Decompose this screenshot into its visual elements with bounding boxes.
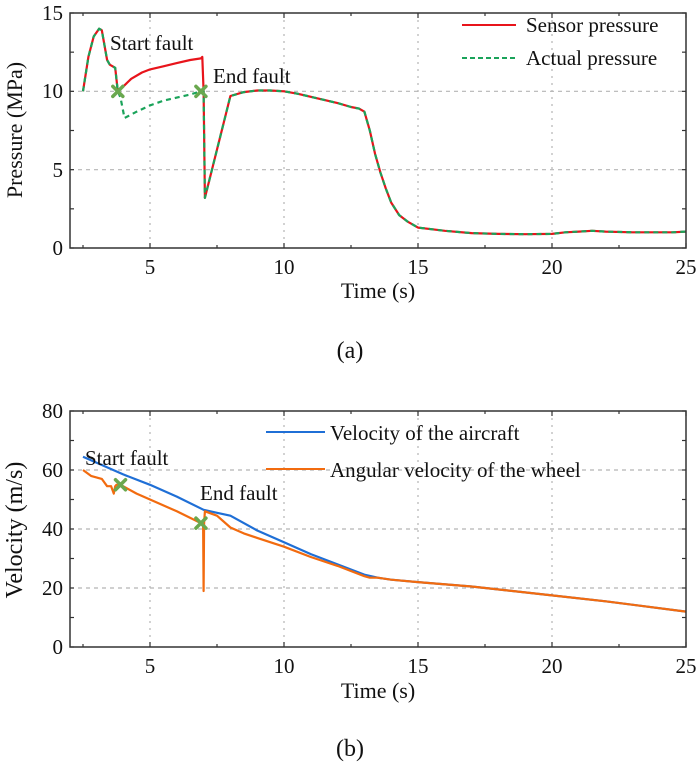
end-fault-label: End fault	[200, 481, 278, 505]
pressure-y-axis-title: Pressure (MPa)	[2, 62, 27, 198]
fault-marker-end-fault	[194, 84, 208, 99]
y-tick-label: 5	[53, 158, 64, 182]
legend-label-aircraft-velocity: Velocity of the aircraft	[330, 421, 520, 445]
y-tick-label: 80	[42, 399, 63, 423]
fault-marker-end-fault	[194, 516, 208, 530]
y-tick-label: 60	[42, 458, 63, 482]
legend-label-sensor-pressure: Sensor pressure	[526, 13, 658, 37]
velocity-legend: Velocity of the aircraft Angular velocit…	[266, 421, 581, 482]
pressure-fault-markers	[111, 84, 208, 99]
pressure-legend: Sensor pressure Actual pressure	[462, 13, 658, 70]
pressure-y-tick-labels: 0 5 10 15	[42, 1, 63, 260]
series-line-angular-velocity-of-the-wheel	[82, 469, 687, 613]
velocity-y-tick-labels: 0 20 40 60 80	[42, 399, 63, 659]
x-tick-label: 10	[274, 255, 295, 279]
x-tick-label: 25	[676, 255, 697, 279]
x-tick-label: 10	[274, 654, 295, 678]
x-tick-label: 20	[542, 255, 563, 279]
end-fault-label: End fault	[213, 64, 291, 88]
x-tick-label: 25	[676, 654, 697, 678]
velocity-y-axis-title: Velocity (m/s)	[2, 462, 28, 599]
x-tick-label: 15	[408, 255, 429, 279]
pressure-x-tick-labels: 5 10 15 20 25	[145, 255, 697, 279]
velocity-series	[82, 455, 687, 613]
pressure-ticks	[70, 12, 687, 249]
start-fault-label: Start fault	[110, 31, 194, 55]
start-fault-label: Start fault	[85, 446, 169, 470]
x-tick-label: 5	[145, 255, 156, 279]
x-tick-label: 5	[145, 654, 156, 678]
y-tick-label: 10	[42, 79, 63, 103]
y-tick-label: 0	[53, 635, 64, 659]
fault-marker-start-fault	[111, 84, 125, 99]
pressure-chart: 5 10 15 20 25 0 5 10 15 Time (s) Pressur…	[2, 1, 697, 364]
legend-label-wheel-velocity: Angular velocity of the wheel	[330, 458, 581, 482]
velocity-fault-markers	[113, 478, 208, 530]
y-tick-label: 40	[42, 517, 63, 541]
pressure-grid	[70, 13, 686, 248]
velocity-x-tick-labels: 5 10 15 20 25	[145, 654, 697, 678]
legend-label-actual-pressure: Actual pressure	[526, 46, 657, 70]
y-tick-label: 15	[42, 1, 63, 25]
velocity-ticks	[70, 410, 687, 648]
y-tick-label: 0	[53, 236, 64, 260]
caption-a: (a)	[337, 338, 364, 364]
velocity-grid	[70, 411, 686, 647]
y-tick-label: 20	[42, 576, 63, 600]
x-tick-label: 20	[542, 654, 563, 678]
x-tick-label: 15	[408, 654, 429, 678]
caption-b: (b)	[336, 736, 364, 762]
velocity-x-axis-title: Time (s)	[341, 678, 415, 703]
fault-marker-start-fault	[113, 478, 128, 492]
pressure-x-axis-title: Time (s)	[341, 278, 415, 303]
velocity-chart: 5 10 15 20 25 0 20 40 60 80 Time (s) Vel…	[2, 399, 697, 762]
